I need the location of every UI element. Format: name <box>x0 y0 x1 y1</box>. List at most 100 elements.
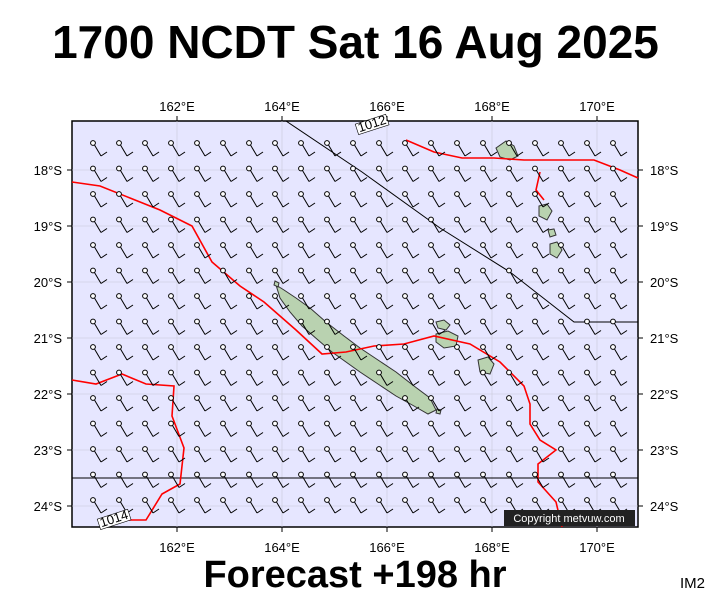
wind-barb-icon <box>584 216 602 233</box>
wind-barb-icon <box>350 191 368 208</box>
lat-label-left: 18°S <box>34 163 63 178</box>
wind-barb-icon <box>454 242 472 259</box>
wind-barb-icon <box>168 344 186 361</box>
wind-barb-icon <box>246 293 264 310</box>
wind-barb-icon <box>428 216 446 233</box>
ouvea-island <box>435 319 451 331</box>
wind-barb-icon <box>350 497 368 514</box>
wind-barb-icon <box>90 446 108 463</box>
wind-barb-icon <box>454 216 472 233</box>
wind-barb-icon <box>272 242 290 259</box>
wind-barb-icon <box>116 293 134 310</box>
wind-barb-icon <box>142 191 160 208</box>
wind-barb-icon <box>532 191 550 208</box>
wind-barb-icon <box>428 420 446 437</box>
wind-barb-icon <box>246 140 264 157</box>
wind-barb-icon <box>142 446 160 463</box>
wind-barb-icon <box>584 369 602 386</box>
wind-barb-icon <box>142 395 160 412</box>
wind-barb-icon <box>168 242 186 259</box>
wind-barb-icon <box>116 267 134 284</box>
wind-barb-icon <box>298 446 316 463</box>
wind-barb-icon <box>90 395 108 412</box>
wind-barb-icon <box>558 267 576 284</box>
lon-label-top: 168°E <box>474 99 510 114</box>
wind-barb-icon <box>376 267 394 284</box>
wind-barb-icon <box>90 344 108 361</box>
wind-barb-icon <box>194 191 212 208</box>
wind-barb-icon <box>454 395 472 412</box>
wind-barb-icon <box>506 191 524 208</box>
wind-barb-icon <box>116 395 134 412</box>
wind-barb-icon <box>90 140 108 157</box>
wind-barb-icon <box>454 420 472 437</box>
wind-barb-icon <box>298 242 316 259</box>
lat-label-left: 21°S <box>34 331 63 346</box>
wind-barb-icon <box>324 446 342 463</box>
lat-label-right: 23°S <box>650 443 679 458</box>
wind-barb-icon <box>116 140 134 157</box>
wind-barb-icon <box>376 191 394 208</box>
wind-barb-icon <box>194 267 212 284</box>
wind-barb-icon <box>272 420 290 437</box>
wind-barb-icon <box>168 369 186 386</box>
wind-barb-icon <box>402 165 420 182</box>
wind-barb-icon <box>90 318 108 335</box>
wind-barb-field <box>90 140 628 514</box>
isobar-labels: 1012 1014 <box>96 112 390 530</box>
wind-barb-icon <box>220 420 238 437</box>
wind-barb-icon <box>220 344 238 361</box>
wind-barb-icon <box>480 242 498 259</box>
lon-label-top: 166°E <box>369 99 405 114</box>
wind-barb-icon <box>428 242 446 259</box>
wind-barb-icon <box>220 165 238 182</box>
lon-label-bottom: 162°E <box>159 540 195 555</box>
wind-barb-icon <box>558 420 576 437</box>
wind-barb-icon <box>142 369 160 386</box>
wind-barb-icon <box>610 471 628 488</box>
wind-barb-icon <box>506 267 524 284</box>
wind-barb-icon <box>194 497 212 514</box>
wind-barb-icon <box>558 191 576 208</box>
wind-barb-icon <box>506 395 524 412</box>
wind-barb-icon <box>558 140 576 157</box>
wind-barb-icon <box>116 165 134 182</box>
copyright-box <box>504 510 635 526</box>
map-title: 1700 NCDT Sat 16 Aug 2025 <box>52 16 659 68</box>
wind-barb-icon <box>610 420 628 437</box>
wind-barb-icon <box>532 267 550 284</box>
wind-barb-icon <box>350 242 368 259</box>
wind-barb-icon <box>558 471 576 488</box>
wind-barb-icon <box>610 318 628 335</box>
mare-island <box>477 356 495 375</box>
wind-barb-icon <box>532 318 550 335</box>
wind-barb-icon <box>194 369 212 386</box>
wind-barb-icon <box>402 420 420 437</box>
wind-barb-icon <box>350 395 368 412</box>
wind-barb-icon <box>194 242 212 259</box>
wind-barb-icon <box>506 446 524 463</box>
wind-barb-icon <box>506 471 524 488</box>
lon-label-bottom: 166°E <box>369 540 405 555</box>
wind-barb-icon <box>324 420 342 437</box>
wind-barb-icon <box>428 165 446 182</box>
wind-barb-icon <box>324 165 342 182</box>
lat-label-left: 23°S <box>34 443 63 458</box>
wind-barb-icon <box>402 140 420 157</box>
wind-barb-icon <box>402 471 420 488</box>
wind-barb-icon <box>90 267 108 284</box>
wind-barb-icon <box>610 369 628 386</box>
wind-barb-icon <box>480 446 498 463</box>
wind-barb-icon <box>298 140 316 157</box>
wind-barb-icon <box>116 216 134 233</box>
wind-barb-icon <box>506 242 524 259</box>
lat-labels-right: 18°S 19°S 20°S 21°S 22°S 23°S 24°S <box>650 163 679 514</box>
lat-label-right: 21°S <box>650 331 679 346</box>
wind-barb-icon <box>454 191 472 208</box>
wind-barb-icon <box>376 471 394 488</box>
wind-barb-icon <box>610 165 628 182</box>
wind-barb-icon <box>428 318 446 335</box>
wind-barb-icon <box>454 293 472 310</box>
wind-barb-icon <box>558 293 576 310</box>
wind-barb-icon <box>428 267 446 284</box>
